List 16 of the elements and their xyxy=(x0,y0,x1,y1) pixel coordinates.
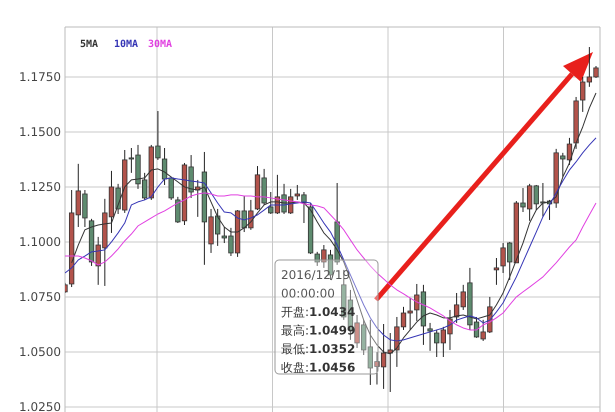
y-tick-label: 1.1750 xyxy=(19,70,61,84)
text: 5MA xyxy=(80,39,98,50)
y-tick-label: 1.1250 xyxy=(19,180,61,194)
candlestick xyxy=(427,322,433,352)
y-tick-label: 1.0750 xyxy=(19,290,61,304)
y-tick-label: 1.1000 xyxy=(19,235,61,250)
line-series xyxy=(65,137,596,342)
annotation: 收盘:1.0456 xyxy=(281,360,356,374)
candlestick xyxy=(494,258,500,286)
text: 30MA xyxy=(148,39,172,50)
y-tick-label: 1.0500 xyxy=(19,345,61,360)
text: 10MA xyxy=(114,39,138,50)
y-tick-label: 1.1500 xyxy=(19,125,61,140)
annotation: 最低:1.0352 xyxy=(281,342,356,356)
y-tick-label: 1.0250 xyxy=(19,400,61,412)
annotation: 00:00:00 xyxy=(281,286,335,300)
